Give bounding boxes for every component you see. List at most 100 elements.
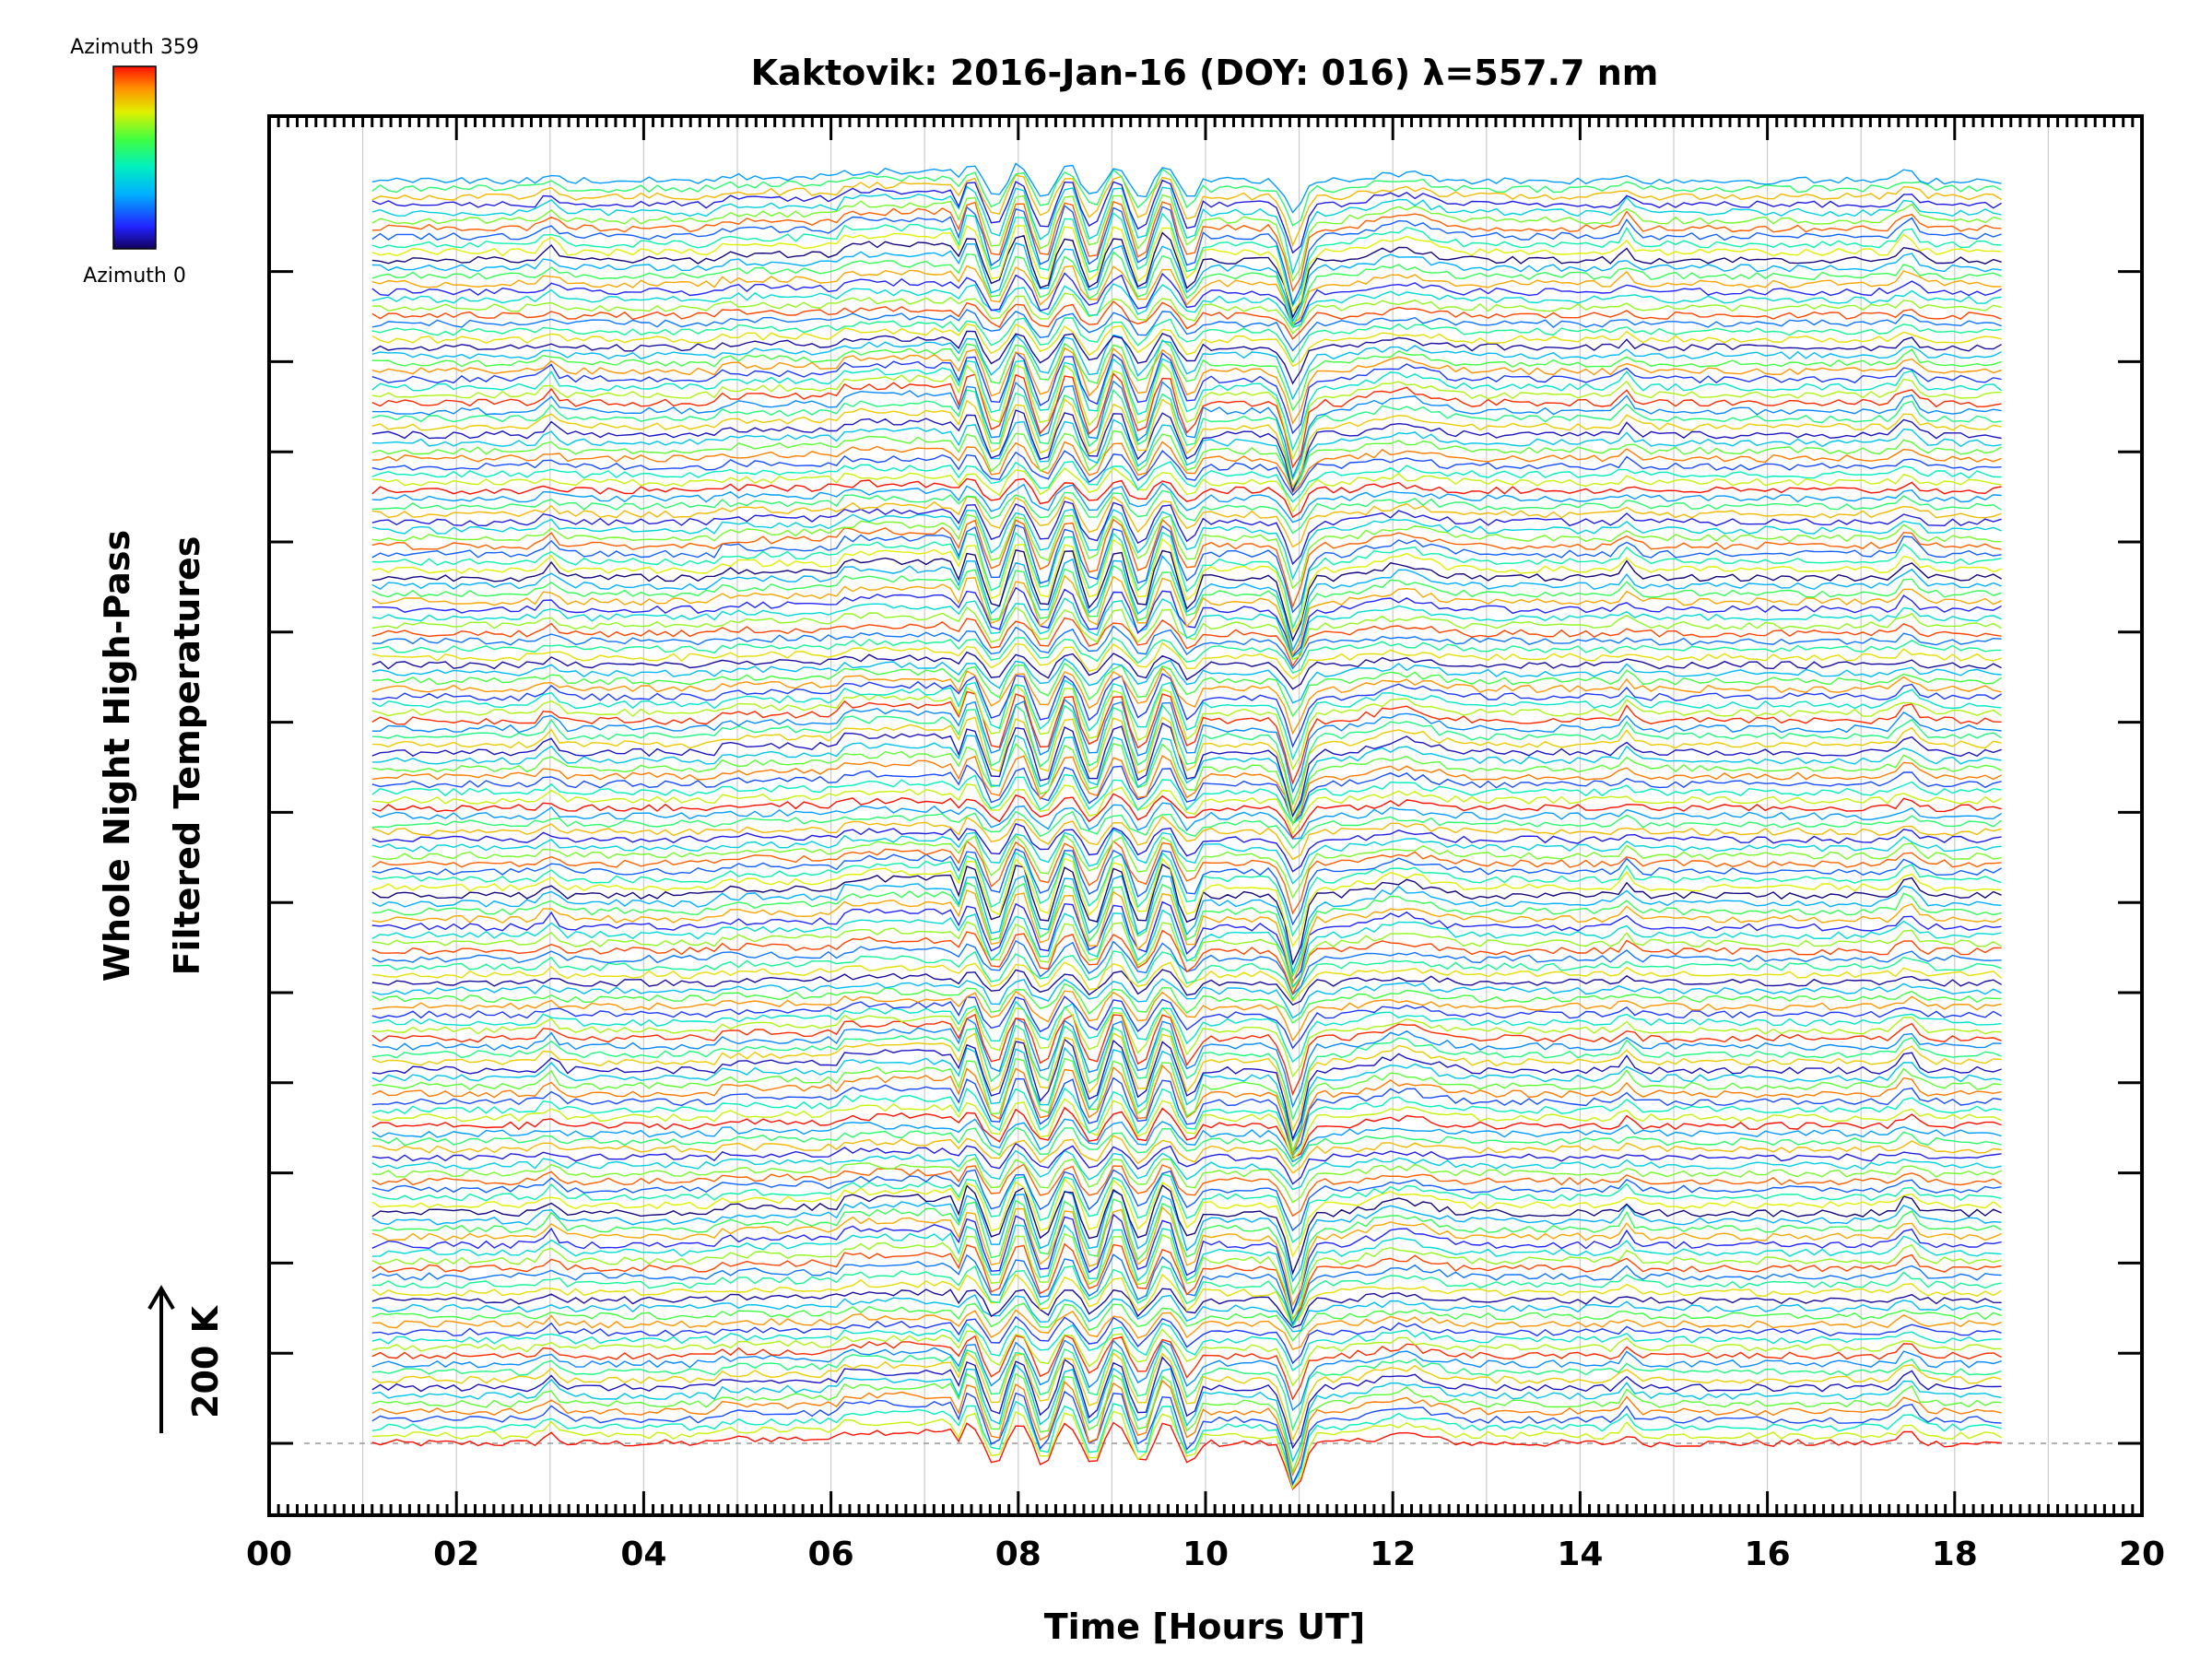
temperature-trace	[371, 802, 2002, 840]
temperature-trace	[371, 1017, 2002, 1109]
temperature-trace	[371, 716, 2002, 815]
temperature-trace	[371, 200, 2002, 293]
temperature-trace	[371, 1302, 2002, 1342]
temperature-trace	[371, 500, 2002, 566]
temperature-trace	[371, 1038, 2002, 1141]
temperature-trace	[371, 1157, 2002, 1204]
temperature-trace	[371, 1126, 2002, 1168]
x-axis-title: Time [Hours UT]	[1044, 1606, 1366, 1647]
x-tick-label: 12	[1370, 1535, 1416, 1573]
temperature-trace	[371, 683, 2003, 771]
colorbar: Azimuth 359 Azimuth 0	[70, 36, 199, 288]
temperature-trace	[371, 482, 2002, 524]
temperature-trace	[371, 362, 2002, 461]
temperature-trace	[371, 722, 2002, 818]
temperature-trace	[371, 1065, 2002, 1158]
temperature-trace	[371, 1356, 2002, 1450]
temperature-trace	[371, 168, 2002, 227]
temperature-trace	[371, 466, 2002, 513]
temperature-trace	[371, 961, 2003, 1003]
temperature-trace	[371, 564, 2002, 653]
x-tick-label: 10	[1182, 1535, 1229, 1573]
temperature-trace	[371, 1322, 2002, 1371]
temperature-trace	[371, 205, 2002, 307]
temperature-trace	[371, 1400, 2002, 1487]
temperature-trace	[371, 909, 2002, 989]
temperature-trace	[371, 1057, 2002, 1154]
temperature-trace	[371, 334, 2002, 401]
x-tick-label: 06	[808, 1535, 854, 1573]
temperature-trace	[371, 641, 2002, 680]
temperature-trace	[371, 1421, 2002, 1491]
temperature-trace	[371, 1149, 2002, 1191]
temperature-trace	[371, 834, 2002, 900]
temperature-trace	[371, 1309, 2002, 1351]
temperature-trace	[371, 1046, 2002, 1143]
temperature-trace	[371, 1315, 2002, 1365]
chart-title: Kaktovik: 2016-Jan-16 (DOY: 016) λ=557.7…	[751, 53, 1659, 93]
x-tick-label: 16	[1745, 1535, 1791, 1573]
temperature-trace	[371, 1006, 2002, 1078]
temperature-trace	[371, 1410, 2002, 1489]
temperature-trace	[371, 815, 2002, 861]
temperature-trace	[371, 1118, 2002, 1163]
temperature-trace	[371, 636, 2002, 674]
temperature-trace	[371, 978, 2002, 1019]
temperature-trace	[371, 848, 2002, 926]
temperature-trace	[371, 875, 2002, 975]
temperature-trace	[371, 518, 2002, 609]
temperature-trace	[371, 265, 2002, 325]
temperature-trace	[371, 1294, 2002, 1333]
x-tick-label: 08	[995, 1535, 1041, 1573]
temperature-trace	[371, 662, 2002, 718]
colorbar-bottom-label: Azimuth 0	[83, 265, 186, 288]
temperature-trace	[371, 990, 2002, 1042]
temperature-trace	[371, 1213, 2002, 1315]
temperature-trace	[371, 1273, 2002, 1327]
temperature-trace	[371, 1334, 2002, 1401]
x-tick-label: 14	[1557, 1535, 1603, 1573]
x-tick-label: 02	[433, 1535, 479, 1573]
temperature-trace	[371, 810, 2003, 850]
temperature-trace	[371, 888, 2002, 985]
temperature-trace	[371, 179, 2002, 254]
temperature-trace	[371, 513, 2002, 590]
temperature-trace	[371, 251, 2002, 329]
temperature-trace	[371, 950, 2002, 1001]
scale-bar-arrow-head	[147, 1285, 175, 1311]
temperature-trace	[371, 409, 2002, 493]
temperature-trace	[371, 1363, 2002, 1464]
temperature-trace	[371, 242, 2002, 324]
temperature-trace	[371, 857, 2002, 948]
temperature-trace	[371, 283, 2002, 329]
temperature-trace	[371, 309, 2002, 352]
temperature-trace	[371, 863, 2002, 966]
temperature-trace	[371, 317, 2002, 364]
colorbar-top-label: Azimuth 359	[70, 36, 199, 59]
temperature-trace	[371, 397, 2002, 489]
temperature-trace	[371, 531, 2002, 630]
temperature-trace	[371, 272, 2002, 327]
temperature-trace	[371, 1288, 2002, 1329]
x-tick-label: 00	[246, 1535, 292, 1573]
temperature-trace	[371, 1198, 2002, 1296]
temperature-trace	[371, 489, 2002, 535]
temperature-trace	[371, 1142, 2002, 1185]
temperature-trace	[371, 651, 2002, 690]
temperature-trace	[371, 323, 2002, 368]
temperature-trace	[371, 477, 2002, 519]
temperature-trace	[371, 231, 2002, 320]
temperature-trace	[371, 1224, 2002, 1314]
temperature-trace	[371, 1087, 2002, 1158]
temperature-trace	[371, 969, 2002, 1006]
temperature-trace	[371, 450, 2002, 497]
temperature-trace	[371, 666, 2002, 735]
temperature-trace	[371, 330, 2002, 385]
temperature-trace	[371, 754, 2002, 825]
temperature-trace	[371, 1077, 2002, 1154]
temperature-trace	[371, 1173, 2002, 1243]
temperature-trace	[371, 783, 2002, 835]
temperature-trace	[371, 881, 2002, 978]
x-tick-label: 20	[2119, 1535, 2165, 1573]
temperature-trace	[371, 162, 2002, 214]
